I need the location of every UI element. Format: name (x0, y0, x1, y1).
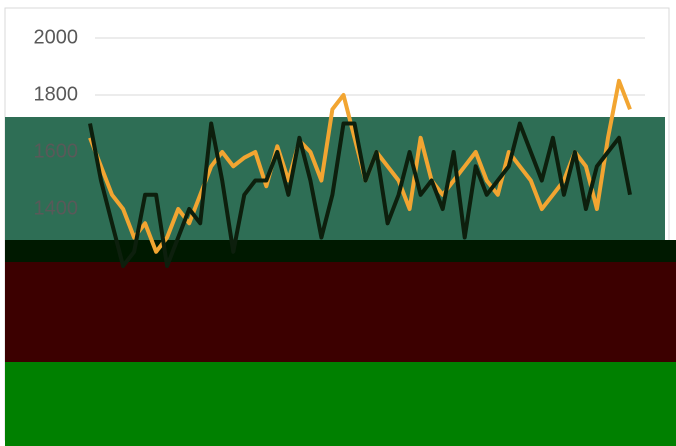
lines (88, 78, 632, 268)
y-tick-label: 2000 (34, 26, 79, 48)
overlay-band (5, 362, 676, 446)
series-line (88, 121, 632, 268)
labels: 1400 1600 1800 2000 (34, 26, 79, 219)
y-tick-label: 1400 (34, 197, 79, 219)
overlay-band (5, 262, 676, 362)
overlay-band (5, 240, 676, 262)
y-tick-label: 1800 (34, 83, 79, 105)
y-tick-label: 1600 (34, 140, 79, 162)
